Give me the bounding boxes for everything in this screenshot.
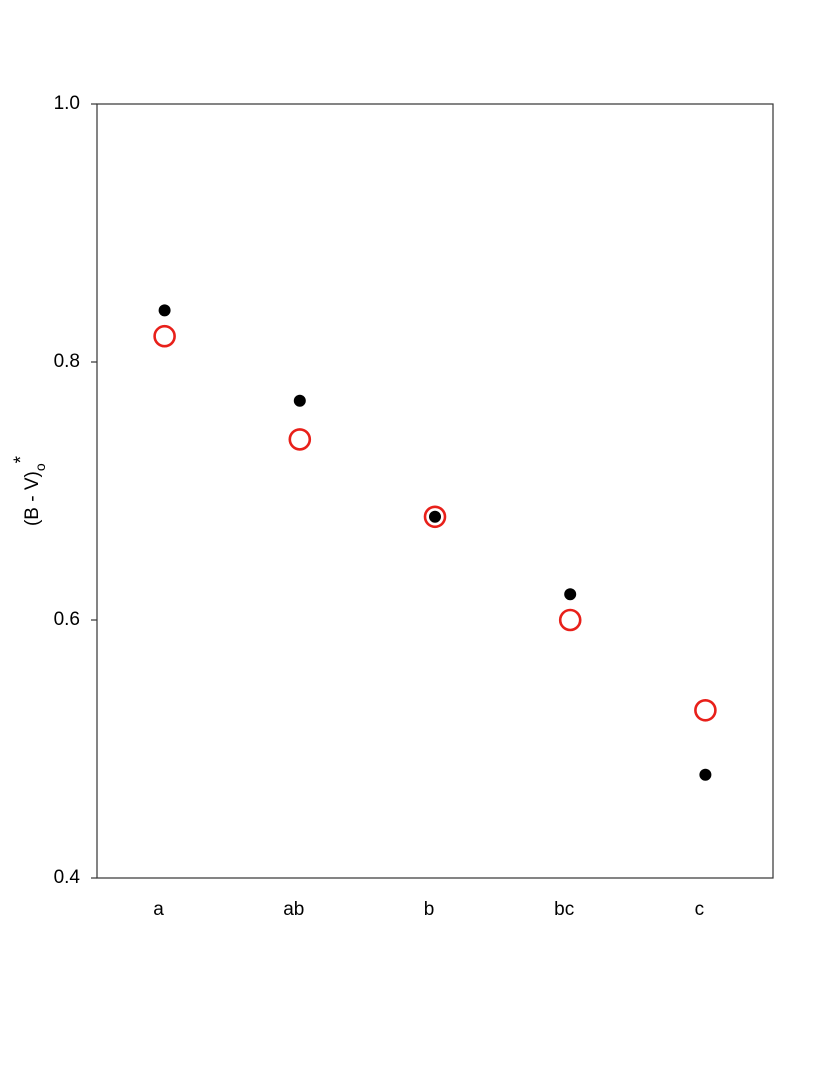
y-axis-label-sub: o	[32, 463, 48, 471]
x-tick-label: bc	[554, 899, 574, 920]
point	[429, 510, 441, 523]
plot-frame	[96, 103, 774, 879]
y-axis-label-main: (B - V)	[22, 471, 43, 526]
x-tick-label: b	[424, 899, 435, 920]
y-tick-label: 0.4	[54, 867, 81, 888]
point	[558, 608, 582, 632]
y-axis-label-sup: *	[11, 455, 32, 463]
y-axis-label: (B - V)o*	[11, 455, 48, 526]
point	[694, 698, 717, 722]
x-tick-label: ab	[283, 899, 304, 920]
x-tick-label: a	[153, 899, 164, 920]
point	[564, 588, 577, 601]
point	[293, 394, 306, 407]
point	[288, 428, 312, 451]
y-tick-label: 0.6	[54, 609, 80, 630]
point	[158, 304, 171, 317]
point	[423, 505, 447, 529]
y-tick-label: 0.8	[54, 351, 80, 372]
point	[699, 768, 712, 781]
y-tick-label: 1.0	[54, 93, 80, 114]
point	[153, 324, 176, 348]
x-tick-label: c	[695, 899, 705, 920]
